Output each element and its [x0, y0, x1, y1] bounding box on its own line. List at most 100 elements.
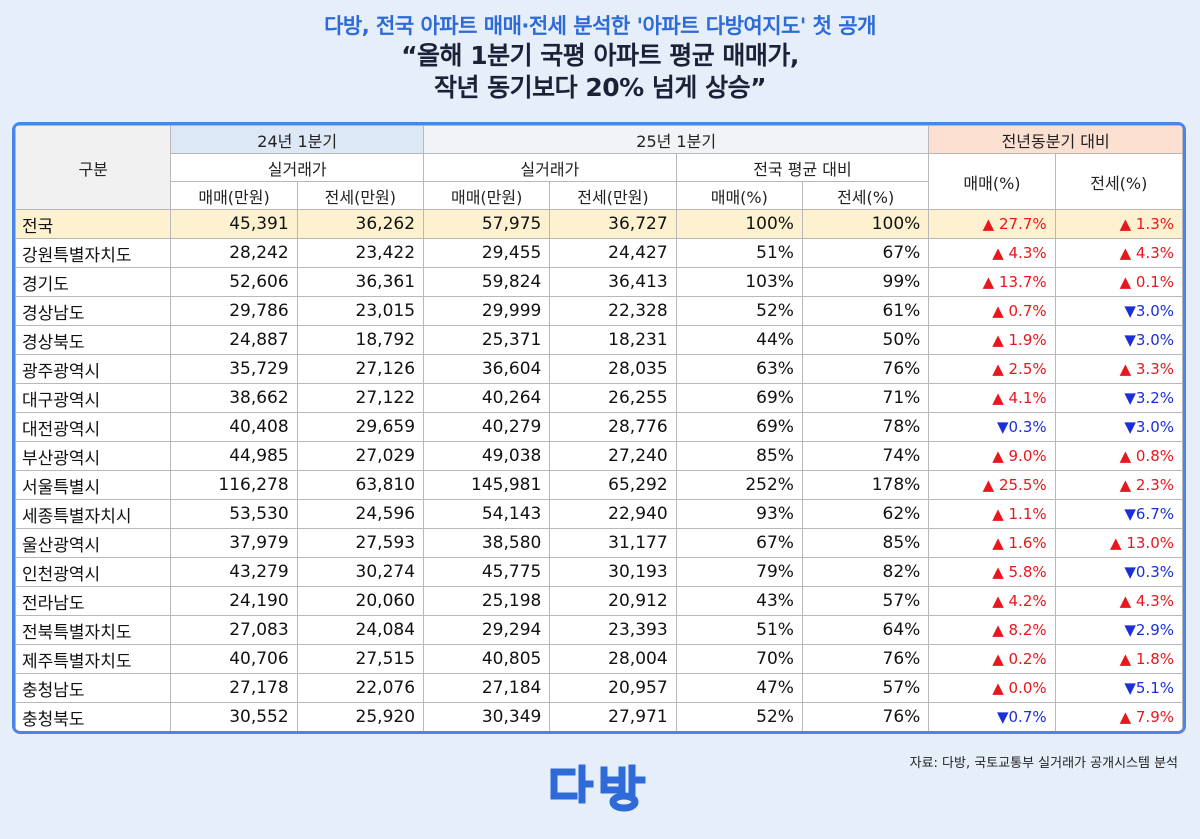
jeonse-yoy-cell: ▼3.0%	[1054, 296, 1183, 326]
change-value: 2.9%	[1135, 621, 1174, 639]
sale-2025-cell: 59,824	[423, 267, 551, 297]
sale-vs-national-cell: 67%	[675, 528, 803, 558]
table-row: 전북특별자치도 27,083 24,084 29,294 23,393 51% 64% ▲ 8…	[15, 615, 1183, 645]
region-cell: 경기도	[15, 267, 172, 297]
jeonse-2025-cell: 27,971	[549, 702, 677, 731]
sale-yoy-cell: ▲ 27.7%	[928, 209, 1056, 239]
jeonse-yoy-cell: ▲ 2.3%	[1054, 470, 1183, 500]
triangle-up-icon: ▲	[1119, 273, 1136, 291]
jeonse-yoy-cell: ▼6.7%	[1054, 499, 1183, 529]
sale-2024-cell: 27,083	[170, 615, 298, 645]
jeonse-2025-cell: 20,912	[549, 586, 677, 616]
jeonse-vs-national-cell: 61%	[801, 296, 930, 326]
sale-2024-cell: 52,606	[170, 267, 298, 297]
source-note: 자료: 다방, 국토교통부 실거래가 공개시스템 분석	[909, 756, 1178, 771]
header-national-avg: 전국 평균 대비	[675, 153, 930, 182]
sale-2025-cell: 36,604	[423, 354, 551, 384]
sale-vs-national-cell: 43%	[675, 586, 803, 616]
jeonse-2025-cell: 28,004	[549, 644, 677, 674]
sale-vs-national-cell: 52%	[675, 702, 803, 731]
table-row: 충청남도 27,178 22,076 27,184 20,957 47% 57% ▲ 0.0%…	[15, 673, 1183, 703]
change-value: 3.0%	[1135, 302, 1174, 320]
triangle-up-icon: ▲	[1119, 592, 1136, 610]
triangle-up-icon: ▲	[992, 360, 1009, 378]
triangle-up-icon: ▲	[992, 563, 1009, 581]
jeonse-yoy-cell: ▼3.0%	[1054, 412, 1183, 442]
table-row: 경상남도 29,786 23,015 29,999 22,328 52% 61% ▲ 0.7%…	[15, 296, 1183, 326]
jeonse-yoy-cell: ▲ 7.9%	[1054, 702, 1183, 731]
change-value: 27.7%	[998, 215, 1047, 233]
triangle-up-icon: ▲	[1119, 244, 1136, 262]
jeonse-yoy-cell: ▲ 4.3%	[1054, 238, 1183, 268]
sale-yoy-cell: ▼0.7%	[928, 702, 1056, 731]
jeonse-vs-national-cell: 178%	[801, 470, 930, 500]
triangle-up-icon: ▲	[1119, 215, 1136, 233]
change-value: 0.3%	[1135, 563, 1174, 581]
change-value: 3.0%	[1135, 418, 1174, 436]
sale-vs-national-cell: 63%	[675, 354, 803, 384]
region-cell: 충청북도	[15, 702, 172, 731]
header-q25-jeonse: 전세(만원)	[549, 181, 677, 210]
sale-2025-cell: 29,455	[423, 238, 551, 268]
change-value: 1.9%	[1008, 331, 1047, 349]
jeonse-2025-cell: 20,957	[549, 673, 677, 703]
region-cell: 전국	[15, 209, 172, 239]
header-q24-jeonse: 전세(만원)	[296, 181, 425, 210]
sale-2025-cell: 57,975	[423, 209, 551, 239]
jeonse-yoy-cell: ▲ 1.3%	[1054, 209, 1183, 239]
sale-vs-national-cell: 69%	[675, 383, 803, 413]
sale-2025-cell: 30,349	[423, 702, 551, 731]
triangle-up-icon: ▲	[992, 447, 1009, 465]
jeonse-vs-national-cell: 62%	[801, 499, 930, 529]
change-value: 6.7%	[1135, 505, 1174, 523]
jeonse-2024-cell: 27,593	[296, 528, 425, 558]
jeonse-yoy-cell: ▲ 1.8%	[1054, 644, 1183, 674]
triangle-down-icon: ▼	[1124, 563, 1136, 581]
table-row: 부산광역시 44,985 27,029 49,038 27,240 85% 74% ▲ 9.0…	[15, 441, 1183, 471]
region-cell: 부산광역시	[15, 441, 172, 471]
table-row: 전라남도 24,190 20,060 25,198 20,912 43% 57% ▲ 4.2%…	[15, 586, 1183, 616]
change-value: 1.6%	[1008, 534, 1047, 552]
triangle-down-icon: ▼	[1124, 621, 1136, 639]
jeonse-vs-national-cell: 78%	[801, 412, 930, 442]
sale-yoy-cell: ▲ 0.7%	[928, 296, 1056, 326]
header-nat-sale: 매매(%)	[675, 181, 803, 210]
change-value: 1.3%	[1135, 215, 1174, 233]
change-value: 2.3%	[1135, 476, 1174, 494]
sale-yoy-cell: ▲ 0.2%	[928, 644, 1056, 674]
jeonse-vs-national-cell: 71%	[801, 383, 930, 413]
triangle-up-icon: ▲	[1119, 447, 1136, 465]
jeonse-yoy-cell: ▼0.3%	[1054, 557, 1183, 587]
sale-vs-national-cell: 47%	[675, 673, 803, 703]
header-nat-jeonse: 전세(%)	[801, 181, 930, 210]
jeonse-2024-cell: 20,060	[296, 586, 425, 616]
change-value: 0.3%	[1008, 418, 1047, 436]
change-value: 0.0%	[1008, 679, 1047, 697]
change-value: 5.8%	[1008, 563, 1047, 581]
jeonse-2025-cell: 36,727	[549, 209, 677, 239]
table-row: 충청북도 30,552 25,920 30,349 27,971 52% 76% ▼0.7% ▲…	[15, 702, 1183, 731]
sale-yoy-cell: ▲ 2.5%	[928, 354, 1056, 384]
sale-vs-national-cell: 85%	[675, 441, 803, 471]
triangle-up-icon: ▲	[982, 273, 999, 291]
change-value: 2.5%	[1008, 360, 1047, 378]
triangle-up-icon: ▲	[992, 244, 1009, 262]
jeonse-2025-cell: 22,940	[549, 499, 677, 529]
sale-2024-cell: 45,391	[170, 209, 298, 239]
jeonse-2024-cell: 22,076	[296, 673, 425, 703]
change-value: 4.3%	[1008, 244, 1047, 262]
sale-yoy-cell: ▲ 1.9%	[928, 325, 1056, 355]
jeonse-2024-cell: 27,122	[296, 383, 425, 413]
sale-2025-cell: 25,371	[423, 325, 551, 355]
region-cell: 대전광역시	[15, 412, 172, 442]
header-yoy: 전년동분기 대비	[928, 125, 1183, 154]
header-yoy-jeonse: 전세(%)	[1054, 153, 1183, 210]
region-cell: 충청남도	[15, 673, 172, 703]
sale-2024-cell: 40,706	[170, 644, 298, 674]
sale-vs-national-cell: 52%	[675, 296, 803, 326]
jeonse-vs-national-cell: 82%	[801, 557, 930, 587]
triangle-up-icon: ▲	[992, 331, 1009, 349]
region-cell: 전북특별자치도	[15, 615, 172, 645]
change-value: 25.5%	[998, 476, 1047, 494]
sale-2024-cell: 35,729	[170, 354, 298, 384]
